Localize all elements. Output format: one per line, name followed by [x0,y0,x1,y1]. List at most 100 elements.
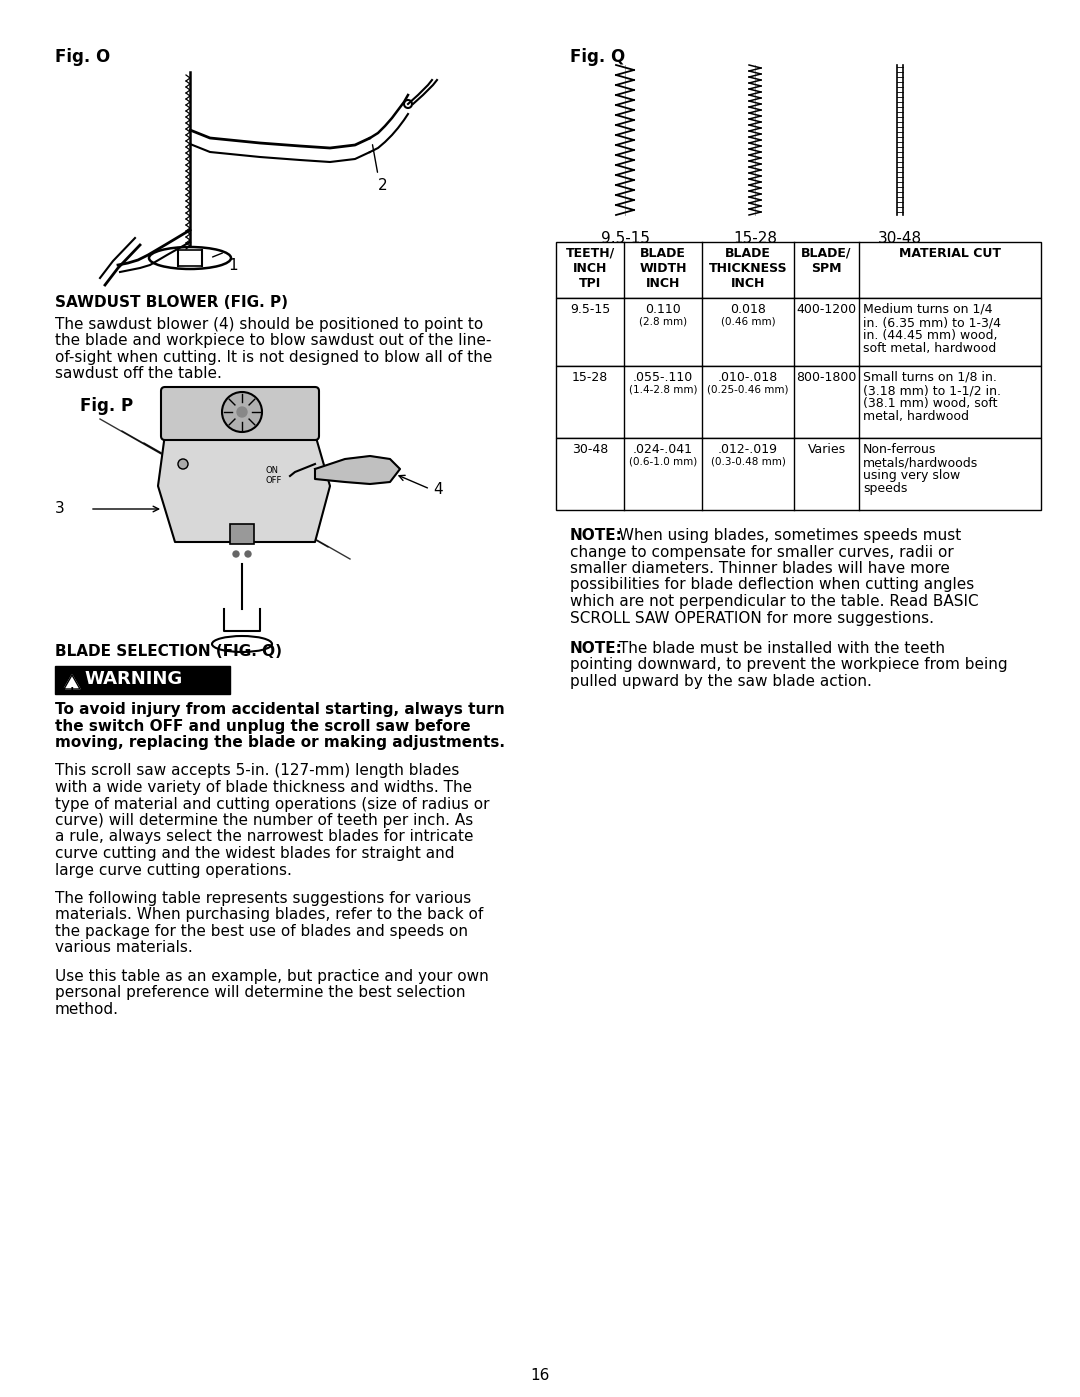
Text: NOTE:: NOTE: [570,528,623,543]
Text: INCH: INCH [572,263,607,275]
Text: of-sight when cutting. It is not designed to blow all of the: of-sight when cutting. It is not designe… [55,351,492,365]
Text: BLADE: BLADE [640,247,686,260]
Text: in. (44.45 mm) wood,: in. (44.45 mm) wood, [863,330,998,342]
Text: soft metal, hardwood: soft metal, hardwood [863,342,996,355]
Text: The blade must be installed with the teeth: The blade must be installed with the tee… [615,641,945,657]
Text: with a wide variety of blade thickness and widths. The: with a wide variety of blade thickness a… [55,780,472,795]
Text: personal preference will determine the best selection: personal preference will determine the b… [55,985,465,1000]
Text: (38.1 mm) wood, soft: (38.1 mm) wood, soft [863,397,998,409]
Circle shape [178,460,188,469]
Text: !: ! [70,687,75,697]
Text: (3.18 mm) to 1-1/2 in.: (3.18 mm) to 1-1/2 in. [863,384,1001,397]
Text: various materials.: various materials. [55,940,192,956]
Text: WIDTH: WIDTH [639,263,687,275]
Text: 9.5-15: 9.5-15 [600,231,649,246]
Text: curve) will determine the number of teeth per inch. As: curve) will determine the number of teet… [55,813,473,828]
Text: 0.018: 0.018 [730,303,766,316]
Text: pulled upward by the saw blade action.: pulled upward by the saw blade action. [570,673,872,689]
Text: curve cutting and the widest blades for straight and: curve cutting and the widest blades for … [55,847,455,861]
Text: moving, replacing the blade or making adjustments.: moving, replacing the blade or making ad… [55,735,505,750]
Text: Varies: Varies [808,443,846,455]
Polygon shape [158,434,330,542]
Text: To avoid injury from accidental starting, always turn: To avoid injury from accidental starting… [55,703,504,717]
Text: The following table represents suggestions for various: The following table represents suggestio… [55,891,471,907]
FancyBboxPatch shape [161,387,319,440]
Text: method.: method. [55,1002,119,1017]
Text: Use this table as an example, but practice and your own: Use this table as an example, but practi… [55,970,489,983]
Text: THICKNESS: THICKNESS [708,263,787,275]
Text: 2: 2 [378,177,388,193]
Text: 30-48: 30-48 [572,443,608,455]
Text: ON: ON [265,467,278,475]
Text: type of material and cutting operations (size of radius or: type of material and cutting operations … [55,796,489,812]
Text: using very slow: using very slow [863,469,960,482]
Text: 0.110: 0.110 [645,303,680,316]
Text: .024-.041: .024-.041 [633,443,693,455]
Polygon shape [64,675,80,689]
Text: 15-28: 15-28 [733,231,777,246]
Text: .055-.110: .055-.110 [633,372,693,384]
Text: WARNING: WARNING [84,671,183,687]
Text: 15-28: 15-28 [572,372,608,384]
Circle shape [233,550,239,557]
Text: 1: 1 [228,258,238,272]
Text: INCH: INCH [731,277,766,291]
Bar [556,366,1041,439]
Text: (1.4-2.8 mm): (1.4-2.8 mm) [629,384,698,394]
Text: Fig. P: Fig. P [80,397,133,415]
Text: the blade and workpiece to blow sawdust out of the line-: the blade and workpiece to blow sawdust … [55,334,491,348]
Text: (0.3-0.48 mm): (0.3-0.48 mm) [711,455,785,467]
Text: The sawdust blower (4) should be positioned to point to: The sawdust blower (4) should be positio… [55,317,483,332]
Bar [556,298,1041,366]
Text: INCH: INCH [646,277,680,291]
Text: .010-.018: .010-.018 [718,372,778,384]
Text: the package for the best use of blades and speeds on: the package for the best use of blades a… [55,923,468,939]
Text: 400-1200: 400-1200 [796,303,856,316]
Text: This scroll saw accepts 5-in. (127-mm) length blades: This scroll saw accepts 5-in. (127-mm) l… [55,764,459,778]
Text: metal, hardwood: metal, hardwood [863,409,969,423]
Text: 800-1800: 800-1800 [796,372,856,384]
Text: BLADE SELECTION (FIG. Q): BLADE SELECTION (FIG. Q) [55,644,282,659]
Text: TPI: TPI [579,277,602,291]
Text: which are not perpendicular to the table. Read BASIC: which are not perpendicular to the table… [570,594,978,609]
Text: SPM: SPM [811,263,841,275]
Text: large curve cutting operations.: large curve cutting operations. [55,862,292,877]
Text: 30-48: 30-48 [878,231,922,246]
Text: (2.8 mm): (2.8 mm) [639,316,687,326]
Text: materials. When purchasing blades, refer to the back of: materials. When purchasing blades, refer… [55,908,483,922]
Text: When using blades, sometimes speeds must: When using blades, sometimes speeds must [615,528,961,543]
Bar [230,524,254,543]
Text: sawdust off the table.: sawdust off the table. [55,366,221,381]
Text: a rule, always select the narrowest blades for intricate: a rule, always select the narrowest blad… [55,830,473,845]
Text: 9.5-15: 9.5-15 [570,303,610,316]
Circle shape [222,393,262,432]
Text: MATERIAL CUT: MATERIAL CUT [899,247,1001,260]
Text: the switch OFF and unplug the scroll saw before: the switch OFF and unplug the scroll saw… [55,718,471,733]
Circle shape [237,407,247,416]
Text: BLADE: BLADE [725,247,771,260]
Text: 4: 4 [433,482,443,497]
Text: (0.25-0.46 mm): (0.25-0.46 mm) [707,384,788,394]
Text: in. (6.35 mm) to 1-3/4: in. (6.35 mm) to 1-3/4 [863,316,1001,330]
Text: .012-.019: .012-.019 [718,443,778,455]
Text: (0.6-1.0 mm): (0.6-1.0 mm) [629,455,697,467]
Text: pointing downward, to prevent the workpiece from being: pointing downward, to prevent the workpi… [570,658,1008,672]
Text: OFF: OFF [265,476,282,485]
Text: possibilities for blade deflection when cutting angles: possibilities for blade deflection when … [570,577,974,592]
Text: SAWDUST BLOWER (FIG. P): SAWDUST BLOWER (FIG. P) [55,295,288,310]
Text: (0.46 mm): (0.46 mm) [720,316,775,326]
Bar [556,439,1041,510]
Text: speeds: speeds [863,482,907,495]
Text: Fig. Q: Fig. Q [570,47,625,66]
Circle shape [245,550,251,557]
Text: metals/hardwoods: metals/hardwoods [863,455,978,469]
Text: Medium turns on 1/4: Medium turns on 1/4 [863,303,993,316]
Text: 3: 3 [55,502,65,515]
Text: BLADE/: BLADE/ [801,247,852,260]
Text: Fig. O: Fig. O [55,47,110,66]
Bar [556,242,1041,298]
Text: change to compensate for smaller curves, radii or: change to compensate for smaller curves,… [570,545,954,560]
Text: TEETH/: TEETH/ [565,247,615,260]
Text: Non-ferrous: Non-ferrous [863,443,936,455]
Bar [55,666,230,694]
